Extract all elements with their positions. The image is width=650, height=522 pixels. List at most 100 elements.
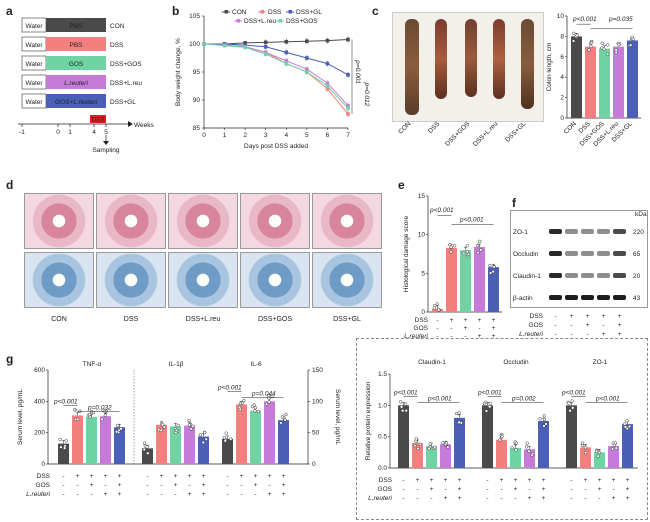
data-dot (114, 430, 119, 434)
data-dot (631, 37, 635, 41)
data-dot (398, 400, 403, 404)
cytokine-2-bar (250, 410, 261, 464)
condition-sign: + (450, 317, 454, 324)
panel-f-quant-chart: 0.0 0.5 1.0 1.5 Relative protein expression C… (365, 359, 638, 502)
y-axis-label: Body weight change, % (175, 38, 182, 106)
protein-0-bar (412, 442, 423, 468)
protein-2-bar (622, 424, 633, 468)
he-image (24, 193, 94, 249)
data-dot (514, 441, 518, 445)
y-tick-label: 8 (560, 33, 564, 40)
condition-sign: + (586, 322, 590, 329)
data-dot (224, 431, 228, 435)
blot-band (565, 295, 578, 300)
condition-sign: - (612, 486, 614, 493)
condition-sign: + (160, 473, 164, 480)
group-title: IL-6 (250, 361, 262, 368)
condition-sign: + (76, 473, 80, 480)
condition-sign: - (436, 333, 438, 340)
condition-sign: + (268, 473, 272, 480)
data-dot (492, 265, 496, 269)
condition-sign: - (528, 486, 530, 493)
data-point (305, 39, 309, 43)
sig-label: p<0.001 (477, 389, 502, 396)
damage-score-bar (446, 247, 457, 312)
y-tick-label: 4 (560, 74, 564, 81)
panel-b-chart: 85 90 95 100 105 0 1 2 3 4 5 6 7 Days post DSS added B… (175, 9, 370, 150)
data-dot (453, 244, 457, 248)
y-axis-label: Serum level, pg/mL (17, 389, 24, 445)
data-dot (465, 244, 469, 248)
protein-0-bar (440, 444, 451, 468)
data-dot (524, 445, 529, 449)
data-point (284, 50, 289, 55)
group-label: DSS (110, 42, 124, 49)
condition-sign: + (90, 482, 94, 489)
protein-1-bar (496, 439, 507, 468)
sig-label: p=0.032 (87, 404, 112, 411)
data-dot (542, 424, 546, 428)
data-dot (119, 427, 123, 431)
data-dot (465, 250, 469, 254)
data-dot (596, 454, 600, 458)
x-tick-label: 4 (284, 132, 288, 139)
data-dot (488, 405, 492, 409)
he-image (168, 193, 238, 249)
colon-specimen (465, 19, 477, 97)
condition-sign: + (188, 473, 192, 480)
cytokine-2-bar (222, 438, 233, 464)
band-label: Occludin (513, 251, 539, 258)
cytokine-2-bar (236, 404, 247, 464)
condition-label: L.reuteri (519, 331, 543, 338)
condition-sign: + (444, 495, 448, 502)
data-dot (457, 420, 461, 424)
condition-sign: + (612, 495, 616, 502)
condition-sign: - (62, 482, 64, 489)
y-tick-label: 90 (193, 97, 201, 104)
data-dot (229, 437, 233, 441)
data-dot (399, 405, 404, 409)
data-point (305, 56, 309, 60)
data-dot (145, 445, 149, 449)
condition-sign: + (458, 477, 462, 484)
y-tick-label-right: 0 (312, 461, 316, 468)
x-tick-label: CON (563, 120, 578, 135)
condition-sign: - (570, 322, 572, 329)
panel-e-chart: 0 5 10 15 Histological damage score p<0.001 p<… (403, 193, 502, 340)
condition-sign: - (62, 491, 64, 498)
condition-sign: + (430, 477, 434, 484)
y-tick-label: 6 (560, 54, 564, 61)
data-dot (279, 421, 283, 425)
x-tick-label: 6 (326, 132, 330, 139)
timeline-arrow (128, 121, 133, 127)
colon-photo-label: DSS+GOS (444, 120, 472, 148)
cytokine-1-bar (170, 426, 181, 464)
data-dot (76, 417, 80, 422)
data-dot (413, 443, 417, 448)
data-dot (525, 441, 529, 445)
condition-sign: + (626, 495, 630, 502)
blot-band (597, 273, 610, 278)
band-label: β-actin (513, 295, 533, 302)
condition-sign: + (268, 491, 272, 498)
data-dot (187, 423, 192, 427)
x-axis-label: Days post DSS added (244, 143, 308, 150)
data-dot (542, 417, 547, 422)
data-dot (602, 47, 606, 51)
condition-sign: - (430, 495, 432, 502)
blot-band (613, 273, 626, 278)
treatment-label: PBS (69, 23, 83, 30)
condition-sign: + (240, 473, 244, 480)
data-dot (584, 450, 588, 455)
data-dot (479, 248, 483, 252)
data-dot (587, 48, 591, 52)
condition-sign: + (598, 477, 602, 484)
blot-band (549, 273, 562, 278)
data-dot (427, 446, 431, 451)
colon-photo-labels: CON DSS DSS+GOS DSS+L.reu DSS+GL (397, 120, 527, 148)
group-label: CON (51, 316, 67, 323)
condition-sign: - (450, 333, 452, 340)
kda-value: 65 (633, 251, 641, 258)
data-dot (476, 250, 480, 255)
data-dot (283, 418, 287, 422)
